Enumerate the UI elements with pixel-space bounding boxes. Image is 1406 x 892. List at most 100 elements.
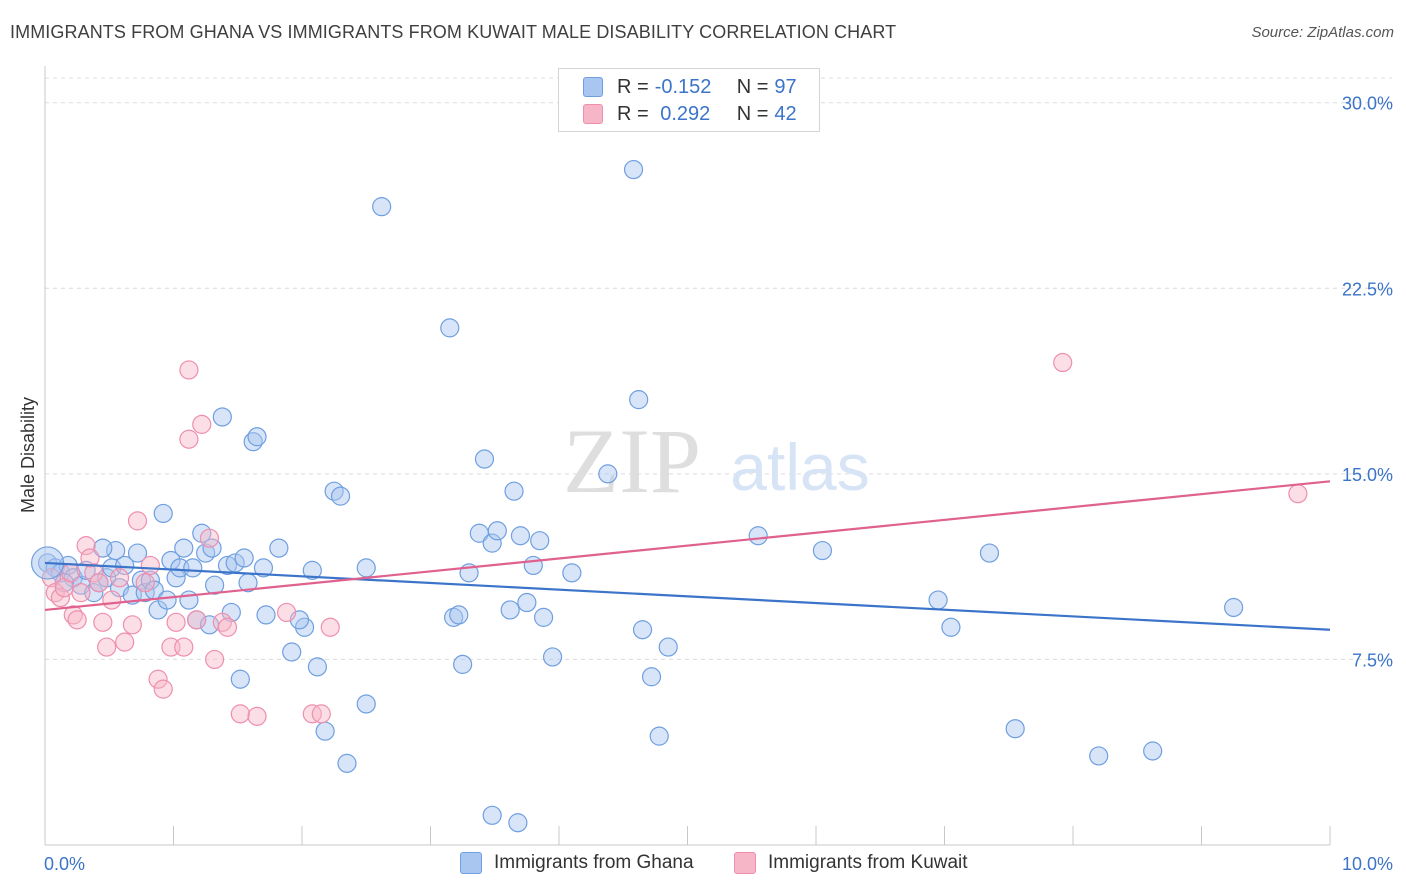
data-point [89, 573, 109, 593]
data-point [315, 721, 335, 741]
legend-r-label: R = [617, 102, 649, 125]
data-point [302, 560, 322, 580]
data-point [67, 610, 87, 630]
data-point [127, 511, 148, 531]
data-point [269, 538, 289, 558]
watermark: ZIP atlas [563, 410, 870, 512]
data-point [444, 607, 464, 627]
bottom-legend-ghana: Immigrants from Ghana [460, 852, 694, 874]
data-point [324, 481, 344, 501]
data-point [76, 536, 96, 556]
bottom-legend-label-kuwait: Immigrants from Kuwait [768, 852, 968, 873]
data-point [1224, 597, 1244, 618]
y-tick-label: 30.0% [1342, 94, 1393, 114]
data-point [205, 575, 225, 595]
watermark-zip: ZIP [563, 410, 701, 512]
data-point [748, 526, 768, 546]
data-point [140, 570, 160, 590]
legend-r-value: 0.292 [654, 102, 711, 125]
data-point [629, 390, 649, 410]
data-point [93, 612, 113, 632]
data-point [247, 427, 267, 447]
data-point [641, 667, 662, 687]
data-point [179, 360, 199, 380]
bottom-legend-kuwait: Immigrants from Kuwait [734, 852, 968, 874]
x-tick-label: 0.0% [44, 854, 85, 874]
data-point [510, 526, 531, 546]
axes-layer [44, 66, 1331, 846]
data-point [928, 590, 948, 610]
data-point [812, 540, 833, 561]
grid-layer [45, 77, 1392, 660]
data-point [148, 669, 168, 689]
data-point [61, 563, 81, 583]
data-point [234, 548, 254, 568]
data-point [217, 555, 238, 576]
data-point [50, 587, 71, 608]
data-point [212, 407, 232, 427]
data-point [183, 558, 203, 578]
data-point [199, 528, 220, 548]
data-point [598, 464, 618, 484]
data-point [1143, 741, 1163, 761]
data-point [311, 704, 331, 724]
data-point [179, 429, 199, 449]
data-point [504, 481, 524, 501]
data-point [658, 637, 678, 657]
data-point [71, 583, 91, 603]
data-point [166, 612, 186, 632]
y-tick-label: 15.0% [1342, 465, 1393, 485]
data-point [649, 726, 669, 746]
data-point [115, 555, 135, 576]
legend-n-label: N = [736, 102, 769, 125]
data-point [979, 543, 1000, 563]
data-point [337, 753, 357, 773]
data-point [115, 632, 135, 652]
data-point [330, 486, 351, 506]
chart-title: IMMIGRANTS FROM GHANA VS IMMIGRANTS FROM… [10, 22, 897, 42]
data-point [80, 548, 100, 568]
legend-swatch-kuwait [583, 104, 603, 124]
data-point [307, 657, 328, 677]
data-point [1053, 352, 1073, 373]
data-point [102, 590, 122, 610]
data-point [482, 533, 502, 553]
data-point [230, 704, 250, 724]
data-point [93, 538, 113, 558]
data-point [179, 590, 199, 610]
data-point [140, 555, 160, 576]
legend-r-label: R = [617, 75, 649, 98]
data-point [217, 617, 238, 637]
data-point [356, 694, 376, 714]
data-point [449, 605, 469, 625]
y-tick-label: 22.5% [1342, 279, 1393, 299]
data-point [247, 706, 267, 726]
data-point [256, 605, 276, 625]
bottom-legend-swatch-kuwait [734, 852, 756, 874]
data-point [453, 654, 473, 674]
data-point [356, 558, 376, 578]
data-point [196, 543, 216, 563]
data-point [1288, 484, 1308, 504]
legend-row-kuwait: R = 0.292 N = 42 [583, 102, 797, 126]
data-point [632, 620, 653, 640]
data-point [282, 642, 302, 662]
legend-r-value: -0.152 [654, 75, 712, 98]
series-kuwait [41, 352, 1308, 726]
x-tick-label: 10.0% [1342, 854, 1393, 874]
data-point [508, 813, 528, 833]
legend-n-value: 97 [774, 75, 797, 98]
data-point [192, 414, 212, 434]
legend-row-ghana: R = -0.152 N = 97 [583, 75, 797, 99]
trend-line-ghana [44, 561, 1331, 631]
y-axis-title: Male Disability [18, 397, 38, 513]
points-layer [30, 159, 1308, 833]
trend-layer [44, 480, 1331, 631]
data-point [517, 592, 537, 613]
data-point [157, 590, 177, 610]
data-point [440, 318, 460, 338]
y-tick-label: 7.5% [1352, 650, 1393, 670]
data-point [230, 669, 250, 689]
data-point [174, 637, 194, 657]
